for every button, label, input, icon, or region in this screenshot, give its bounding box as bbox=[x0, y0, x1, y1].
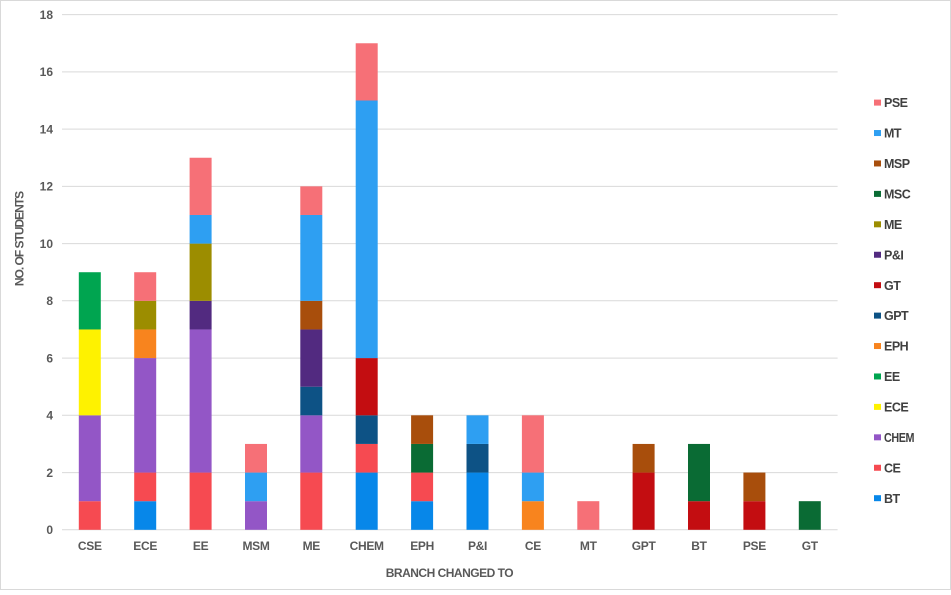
svg-text:CE: CE bbox=[884, 461, 901, 475]
svg-text:MSM: MSM bbox=[242, 539, 269, 553]
svg-text:0: 0 bbox=[46, 523, 53, 537]
svg-text:GPT: GPT bbox=[884, 309, 909, 323]
svg-text:EPH: EPH bbox=[884, 340, 909, 354]
svg-text:MT: MT bbox=[580, 539, 598, 553]
svg-text:PSE: PSE bbox=[743, 539, 766, 553]
svg-text:EE: EE bbox=[193, 539, 209, 553]
svg-text:CSE: CSE bbox=[78, 539, 102, 553]
svg-text:14: 14 bbox=[40, 122, 54, 136]
svg-text:EE: EE bbox=[884, 370, 900, 384]
svg-text:PSE: PSE bbox=[884, 96, 908, 110]
svg-text:ECE: ECE bbox=[133, 539, 157, 553]
svg-text:6: 6 bbox=[46, 351, 53, 365]
svg-text:ME: ME bbox=[303, 539, 321, 553]
svg-text:P&I: P&I bbox=[884, 248, 903, 262]
svg-text:BT: BT bbox=[691, 539, 707, 553]
svg-text:8: 8 bbox=[46, 294, 53, 308]
svg-text:ME: ME bbox=[884, 218, 902, 232]
svg-text:CHEM: CHEM bbox=[884, 431, 914, 445]
svg-text:GPT: GPT bbox=[632, 539, 657, 553]
svg-text:GT: GT bbox=[884, 279, 901, 293]
svg-text:10: 10 bbox=[40, 237, 54, 251]
svg-text:MT: MT bbox=[884, 127, 902, 141]
svg-text:EPH: EPH bbox=[410, 539, 434, 553]
svg-text:4: 4 bbox=[46, 409, 53, 423]
svg-text:2: 2 bbox=[46, 466, 53, 480]
svg-text:CE: CE bbox=[525, 539, 541, 553]
svg-text:ECE: ECE bbox=[884, 401, 908, 415]
svg-text:16: 16 bbox=[40, 65, 54, 79]
svg-text:P&I: P&I bbox=[468, 539, 487, 553]
svg-text:NO. OF STUDENTS: NO. OF STUDENTS bbox=[13, 191, 27, 286]
svg-text:18: 18 bbox=[40, 8, 54, 22]
svg-text:BRANCH CHANGED TO: BRANCH CHANGED TO bbox=[386, 566, 513, 580]
svg-text:MSC: MSC bbox=[884, 187, 911, 201]
svg-text:BT: BT bbox=[884, 492, 901, 506]
svg-text:GT: GT bbox=[802, 539, 819, 553]
svg-text:MSP: MSP bbox=[884, 157, 910, 171]
svg-text:CHEM: CHEM bbox=[350, 539, 384, 553]
svg-text:12: 12 bbox=[40, 180, 54, 194]
